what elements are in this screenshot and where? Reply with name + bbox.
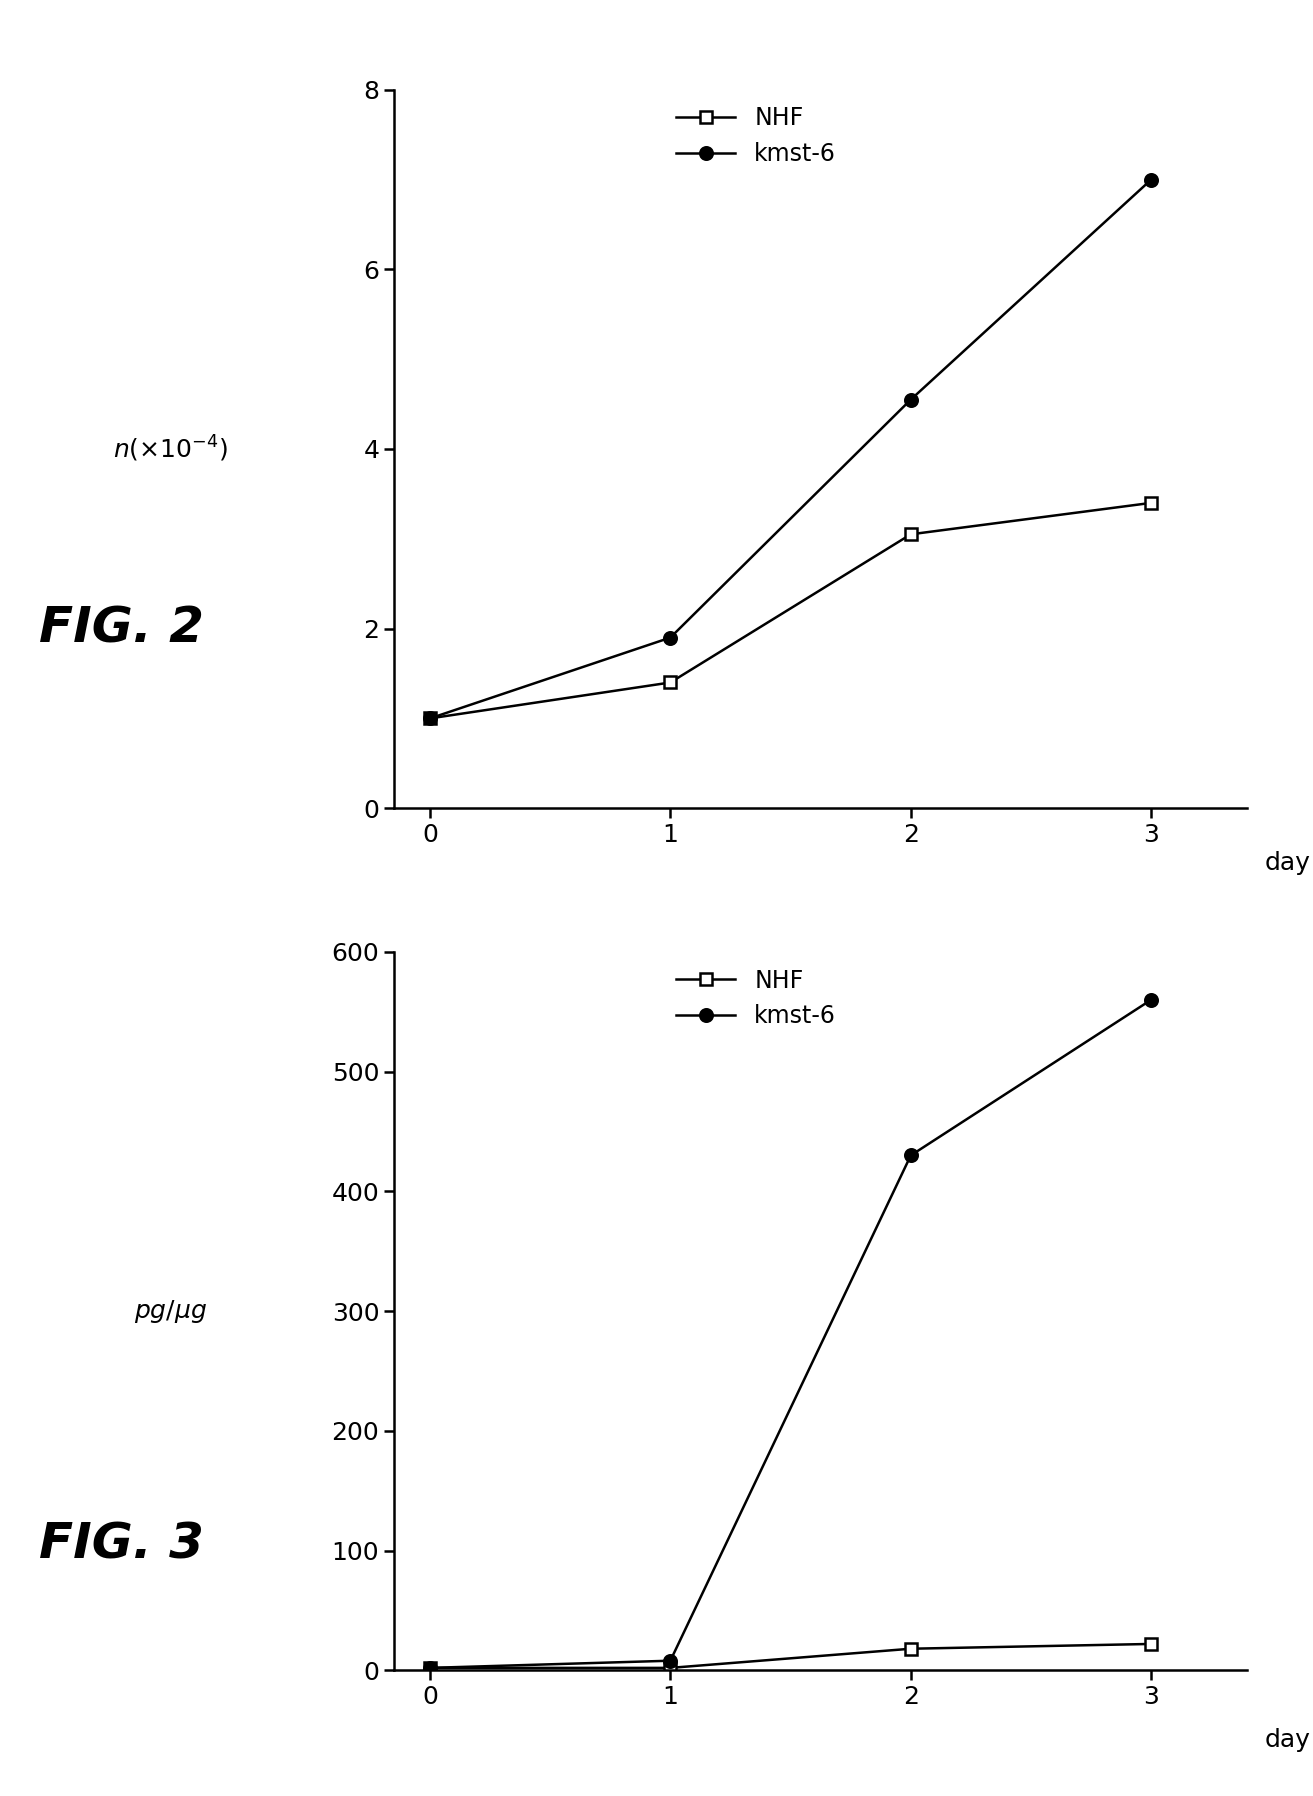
Text: day: day [1264, 1728, 1310, 1751]
kmst-6 [421, 708, 437, 729]
Text: FIG. 3: FIG. 3 [39, 1521, 205, 1568]
Text: $n(\times 10^{-4})$: $n(\times 10^{-4})$ [113, 435, 228, 463]
NHF [1144, 492, 1159, 514]
kmst-6 [903, 390, 919, 411]
Text: FIG. 2: FIG. 2 [39, 605, 205, 652]
kmst-6 [421, 1658, 437, 1679]
kmst-6 [1144, 990, 1159, 1011]
kmst-6 [1144, 169, 1159, 190]
NHF [421, 1658, 437, 1679]
kmst-6 [663, 1651, 679, 1672]
NHF [421, 708, 437, 729]
Text: $pg/\mu g$: $pg/\mu g$ [134, 1297, 207, 1325]
kmst-6 [903, 1144, 919, 1166]
Line: NHF: NHF [424, 497, 1158, 724]
Legend: NHF, kmst-6: NHF, kmst-6 [667, 959, 846, 1038]
Legend: NHF, kmst-6: NHF, kmst-6 [667, 97, 846, 176]
NHF [663, 1658, 679, 1679]
kmst-6 [663, 627, 679, 648]
Line: NHF: NHF [424, 1638, 1158, 1674]
NHF [1144, 1633, 1159, 1654]
Text: day: day [1264, 851, 1310, 875]
NHF [903, 524, 919, 546]
NHF [663, 672, 679, 693]
NHF [903, 1638, 919, 1660]
Line: kmst-6: kmst-6 [424, 174, 1158, 724]
Line: kmst-6: kmst-6 [424, 993, 1158, 1674]
